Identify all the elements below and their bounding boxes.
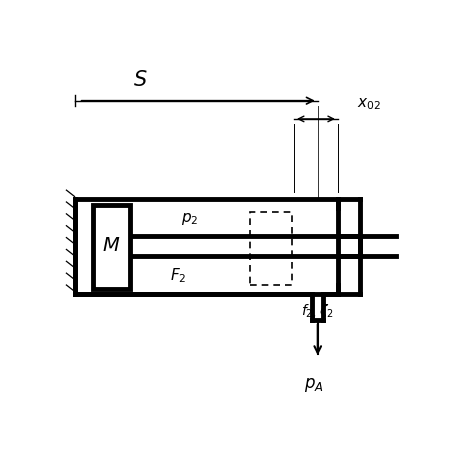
Text: $M$: $M$: [102, 237, 121, 255]
Text: $F_2$: $F_2$: [170, 266, 186, 285]
Text: $p_2$: $p_2$: [181, 211, 198, 228]
Bar: [250, 212, 292, 285]
Bar: [93, 205, 130, 289]
Bar: [75, 199, 338, 294]
Text: $S$: $S$: [134, 70, 148, 90]
Text: $p_A$: $p_A$: [304, 376, 324, 394]
Text: $f_{2,}$: $f_{2,}$: [301, 301, 316, 319]
Text: $\zeta_2$: $\zeta_2$: [319, 301, 334, 319]
Text: $x_{02}$: $x_{02}$: [357, 96, 381, 112]
